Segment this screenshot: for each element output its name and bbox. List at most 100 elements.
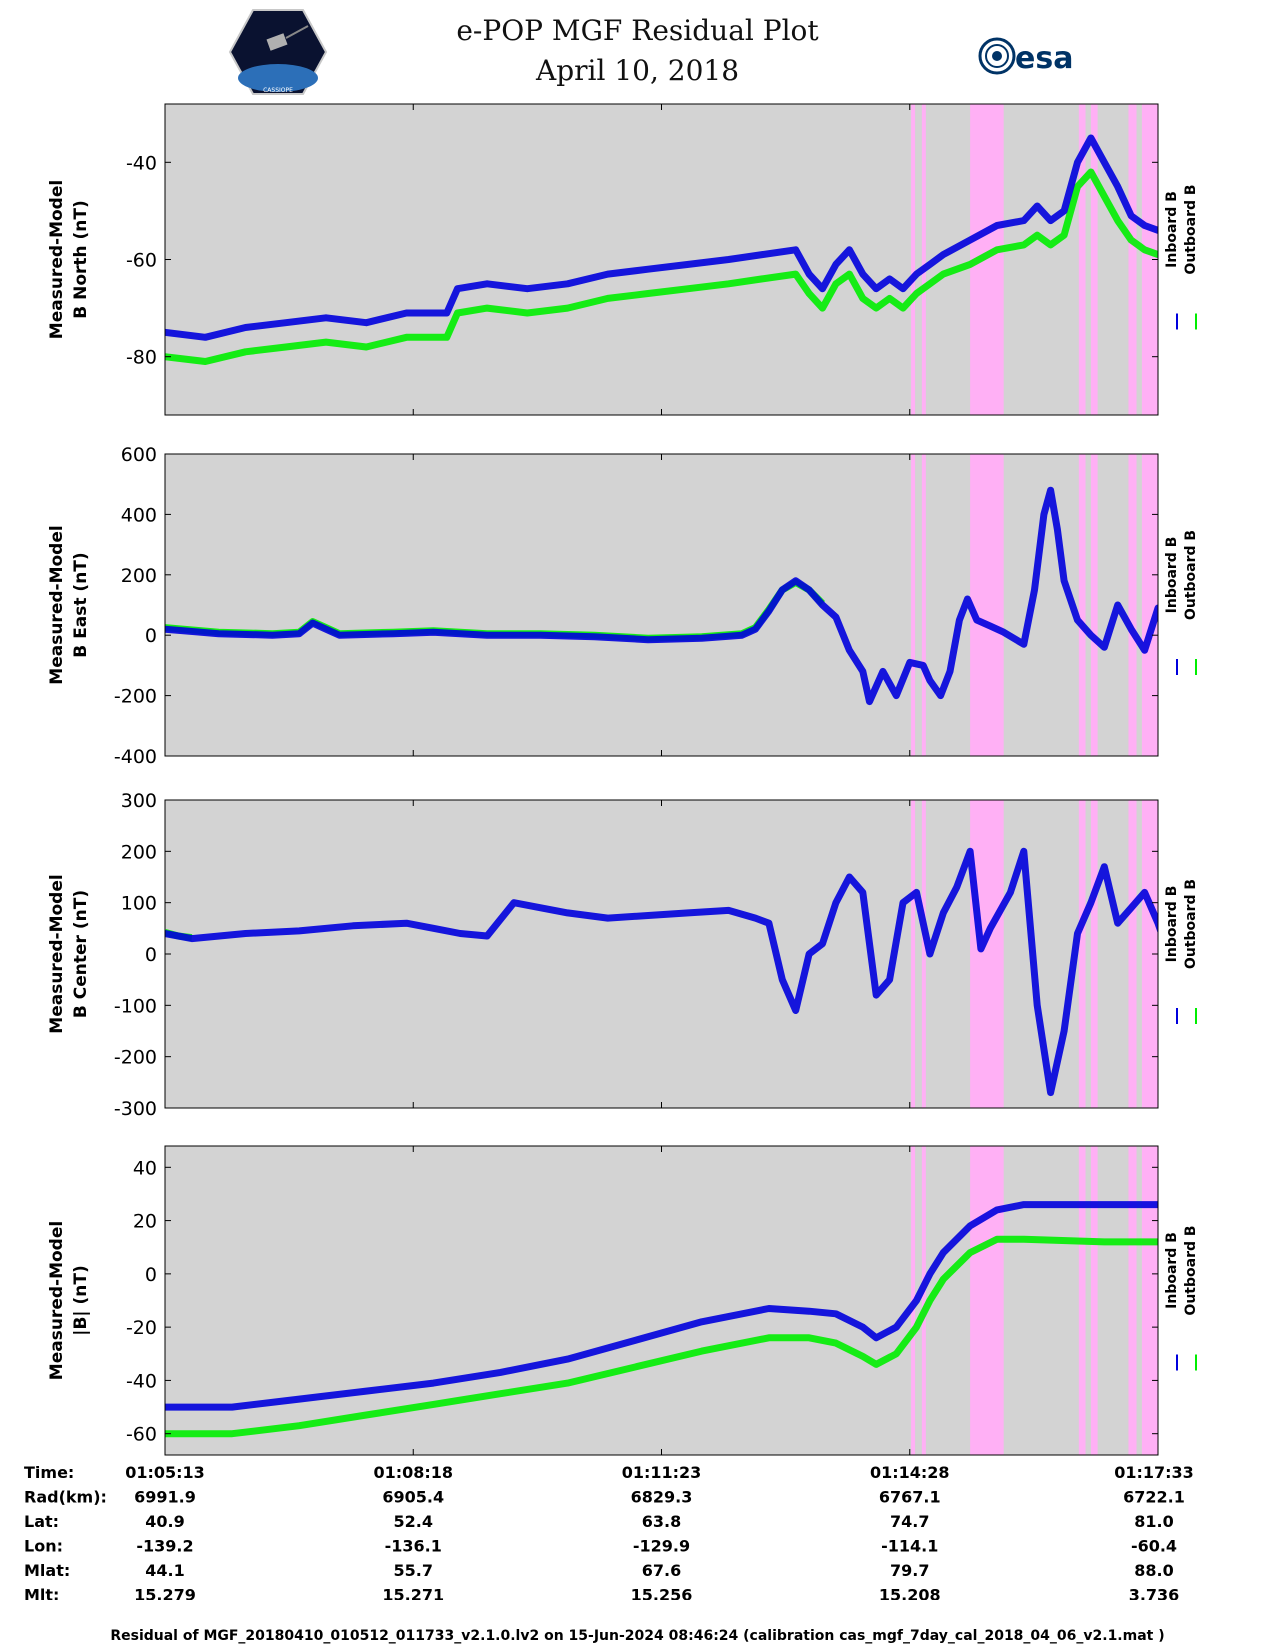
series-inboard — [165, 486, 1158, 706]
ephemeris-value: -136.1 — [385, 1537, 442, 1556]
ephemeris-value: 52.4 — [394, 1512, 433, 1531]
y-axis-label-line1: Measured-Model — [47, 1221, 67, 1380]
highlight-band — [911, 104, 916, 415]
legend-inboard-label: Inboard B — [1164, 191, 1180, 268]
highlight-band — [1090, 104, 1098, 415]
highlight-band — [1078, 104, 1086, 415]
y-axis-label: Measured-Model B North (nT) — [47, 180, 91, 339]
ephemeris-value: 55.7 — [394, 1561, 433, 1580]
y-tick-label: -400 — [114, 746, 157, 768]
y-axis-label-line2: B Center (nT) — [71, 890, 91, 1018]
y-tick-label: 0 — [145, 625, 157, 647]
ephemeris-value: 15.279 — [134, 1586, 196, 1601]
ephemeris-value: 01:11:23 — [622, 1463, 702, 1482]
ephemeris-value: 6829.3 — [631, 1488, 693, 1507]
legend: Inboard B Outboard B — [1164, 879, 1199, 969]
ephemeris-value: 63.8 — [642, 1512, 681, 1531]
legend-outboard-label: Outboard B — [1183, 879, 1199, 969]
footer-caption: Residual of MGF_20180410_010512_011733_v… — [110, 1628, 1165, 1644]
plot-area — [165, 454, 1158, 756]
y-tick-label: 600 — [121, 444, 157, 466]
highlight-band — [1141, 1146, 1158, 1455]
esa-logo-text: esa — [1015, 41, 1073, 76]
ephemeris-value: 6905.4 — [382, 1488, 444, 1507]
highlight-band — [911, 454, 916, 756]
ephemeris-value: 6767.1 — [879, 1488, 941, 1507]
y-tick-label: 40 — [133, 1157, 157, 1179]
chart-panel-4: -60 -40 -20 0 20 40 Measured-Model |B| (nT) Inbo… — [47, 1145, 1199, 1456]
legend-outboard-label: Outboard B — [1183, 530, 1199, 620]
legend-outboard-label: Outboard B — [1183, 1225, 1199, 1315]
highlight-band — [1128, 104, 1137, 415]
highlight-band — [970, 454, 1004, 756]
chart-panel-2: -400 -200 0 200 400 600 Measured-Model B East (… — [47, 444, 1199, 768]
y-tick-label: -80 — [126, 347, 157, 369]
cassiope-logo-text: CASSIOPE — [263, 87, 293, 94]
y-axis-label-line1: Measured-Model — [47, 180, 67, 339]
chart-panel-1: -80 -60 -40 Measured-Model B North (nT) Inboa… — [47, 103, 1199, 416]
highlight-band — [1090, 1146, 1098, 1455]
ephemeris-label: Mlt: — [24, 1586, 59, 1601]
highlight-band — [970, 800, 1004, 1108]
ephemeris-label: Lat: — [24, 1512, 59, 1531]
highlight-band — [921, 454, 926, 756]
ephemeris-value: 67.6 — [642, 1561, 681, 1580]
ephemeris-label: Rad(km): — [24, 1488, 107, 1507]
highlight-band — [1078, 800, 1086, 1108]
y-tick-label: 100 — [121, 893, 157, 915]
ephemeris-value: -60.4 — [1131, 1537, 1177, 1556]
plot-area — [165, 800, 1158, 1108]
highlight-band — [1141, 104, 1158, 415]
legend: Inboard B Outboard B — [1164, 1225, 1199, 1315]
ephemeris-value: 6991.9 — [134, 1488, 196, 1507]
ephemeris-value: 01:17:33 — [1114, 1463, 1194, 1482]
highlight-band — [1090, 454, 1098, 756]
y-axis-label-line1: Measured-Model — [47, 525, 67, 684]
y-axis-label: Measured-Model |B| (nT) — [47, 1221, 91, 1380]
plot-area — [165, 104, 1158, 415]
y-tick-label: 200 — [121, 841, 157, 863]
y-tick-label: 0 — [145, 1264, 157, 1286]
y-tick-label: 300 — [121, 790, 157, 812]
legend: Inboard B Outboard B — [1164, 184, 1199, 274]
highlight-band — [911, 800, 916, 1108]
ephemeris-value: -114.1 — [881, 1537, 938, 1556]
ephemeris-value: 15.271 — [382, 1586, 444, 1601]
series-outboard — [165, 168, 1158, 365]
highlight-band — [1128, 454, 1137, 756]
ephemeris-value: 88.0 — [1134, 1561, 1173, 1580]
y-tick-label: -60 — [126, 1424, 157, 1446]
series-inboard — [165, 1201, 1158, 1411]
y-tick-label: 400 — [121, 504, 157, 526]
ephemeris-label: Mlat: — [24, 1561, 70, 1580]
plot-area — [165, 1146, 1158, 1455]
ephemeris-value: 01:14:28 — [870, 1463, 950, 1482]
series-outboard — [165, 1235, 1158, 1438]
y-tick-label: 20 — [133, 1211, 157, 1233]
y-axis-label-line2: B North (nT) — [71, 200, 91, 319]
ephemeris-grid: Time: Rad(km): Lat: Lon: Mlat: Mlt: 01:05:13 69… — [24, 1463, 1194, 1600]
highlight-band — [1090, 800, 1098, 1108]
y-axis-label: Measured-Model B Center (nT) — [47, 874, 91, 1033]
ephemeris-label: Time: — [24, 1463, 74, 1482]
series-inboard — [165, 134, 1158, 341]
y-tick-label: -200 — [114, 1047, 157, 1069]
ephemeris-value: 01:08:18 — [373, 1463, 453, 1482]
ephemeris-value: 15.208 — [879, 1586, 941, 1601]
highlight-band — [1141, 800, 1158, 1108]
y-axis-label-line2: |B| (nT) — [71, 1265, 91, 1336]
legend: Inboard B Outboard B — [1164, 530, 1199, 620]
ephemeris-value: -139.2 — [136, 1537, 193, 1556]
y-tick-label: -100 — [114, 995, 157, 1017]
highlight-band — [1128, 800, 1137, 1108]
highlight-band — [1078, 1146, 1086, 1455]
highlight-band — [921, 104, 926, 415]
ephemeris-value: 3.736 — [1129, 1586, 1180, 1601]
y-axis-label-line1: Measured-Model — [47, 874, 67, 1033]
y-axis-label-line2: B East (nT) — [71, 552, 91, 657]
cassiope-logo: CASSIOPE — [228, 9, 328, 95]
y-tick-label: -300 — [114, 1098, 157, 1120]
ephemeris-value: 40.9 — [145, 1512, 184, 1531]
ephemeris-value: 79.7 — [890, 1561, 929, 1580]
